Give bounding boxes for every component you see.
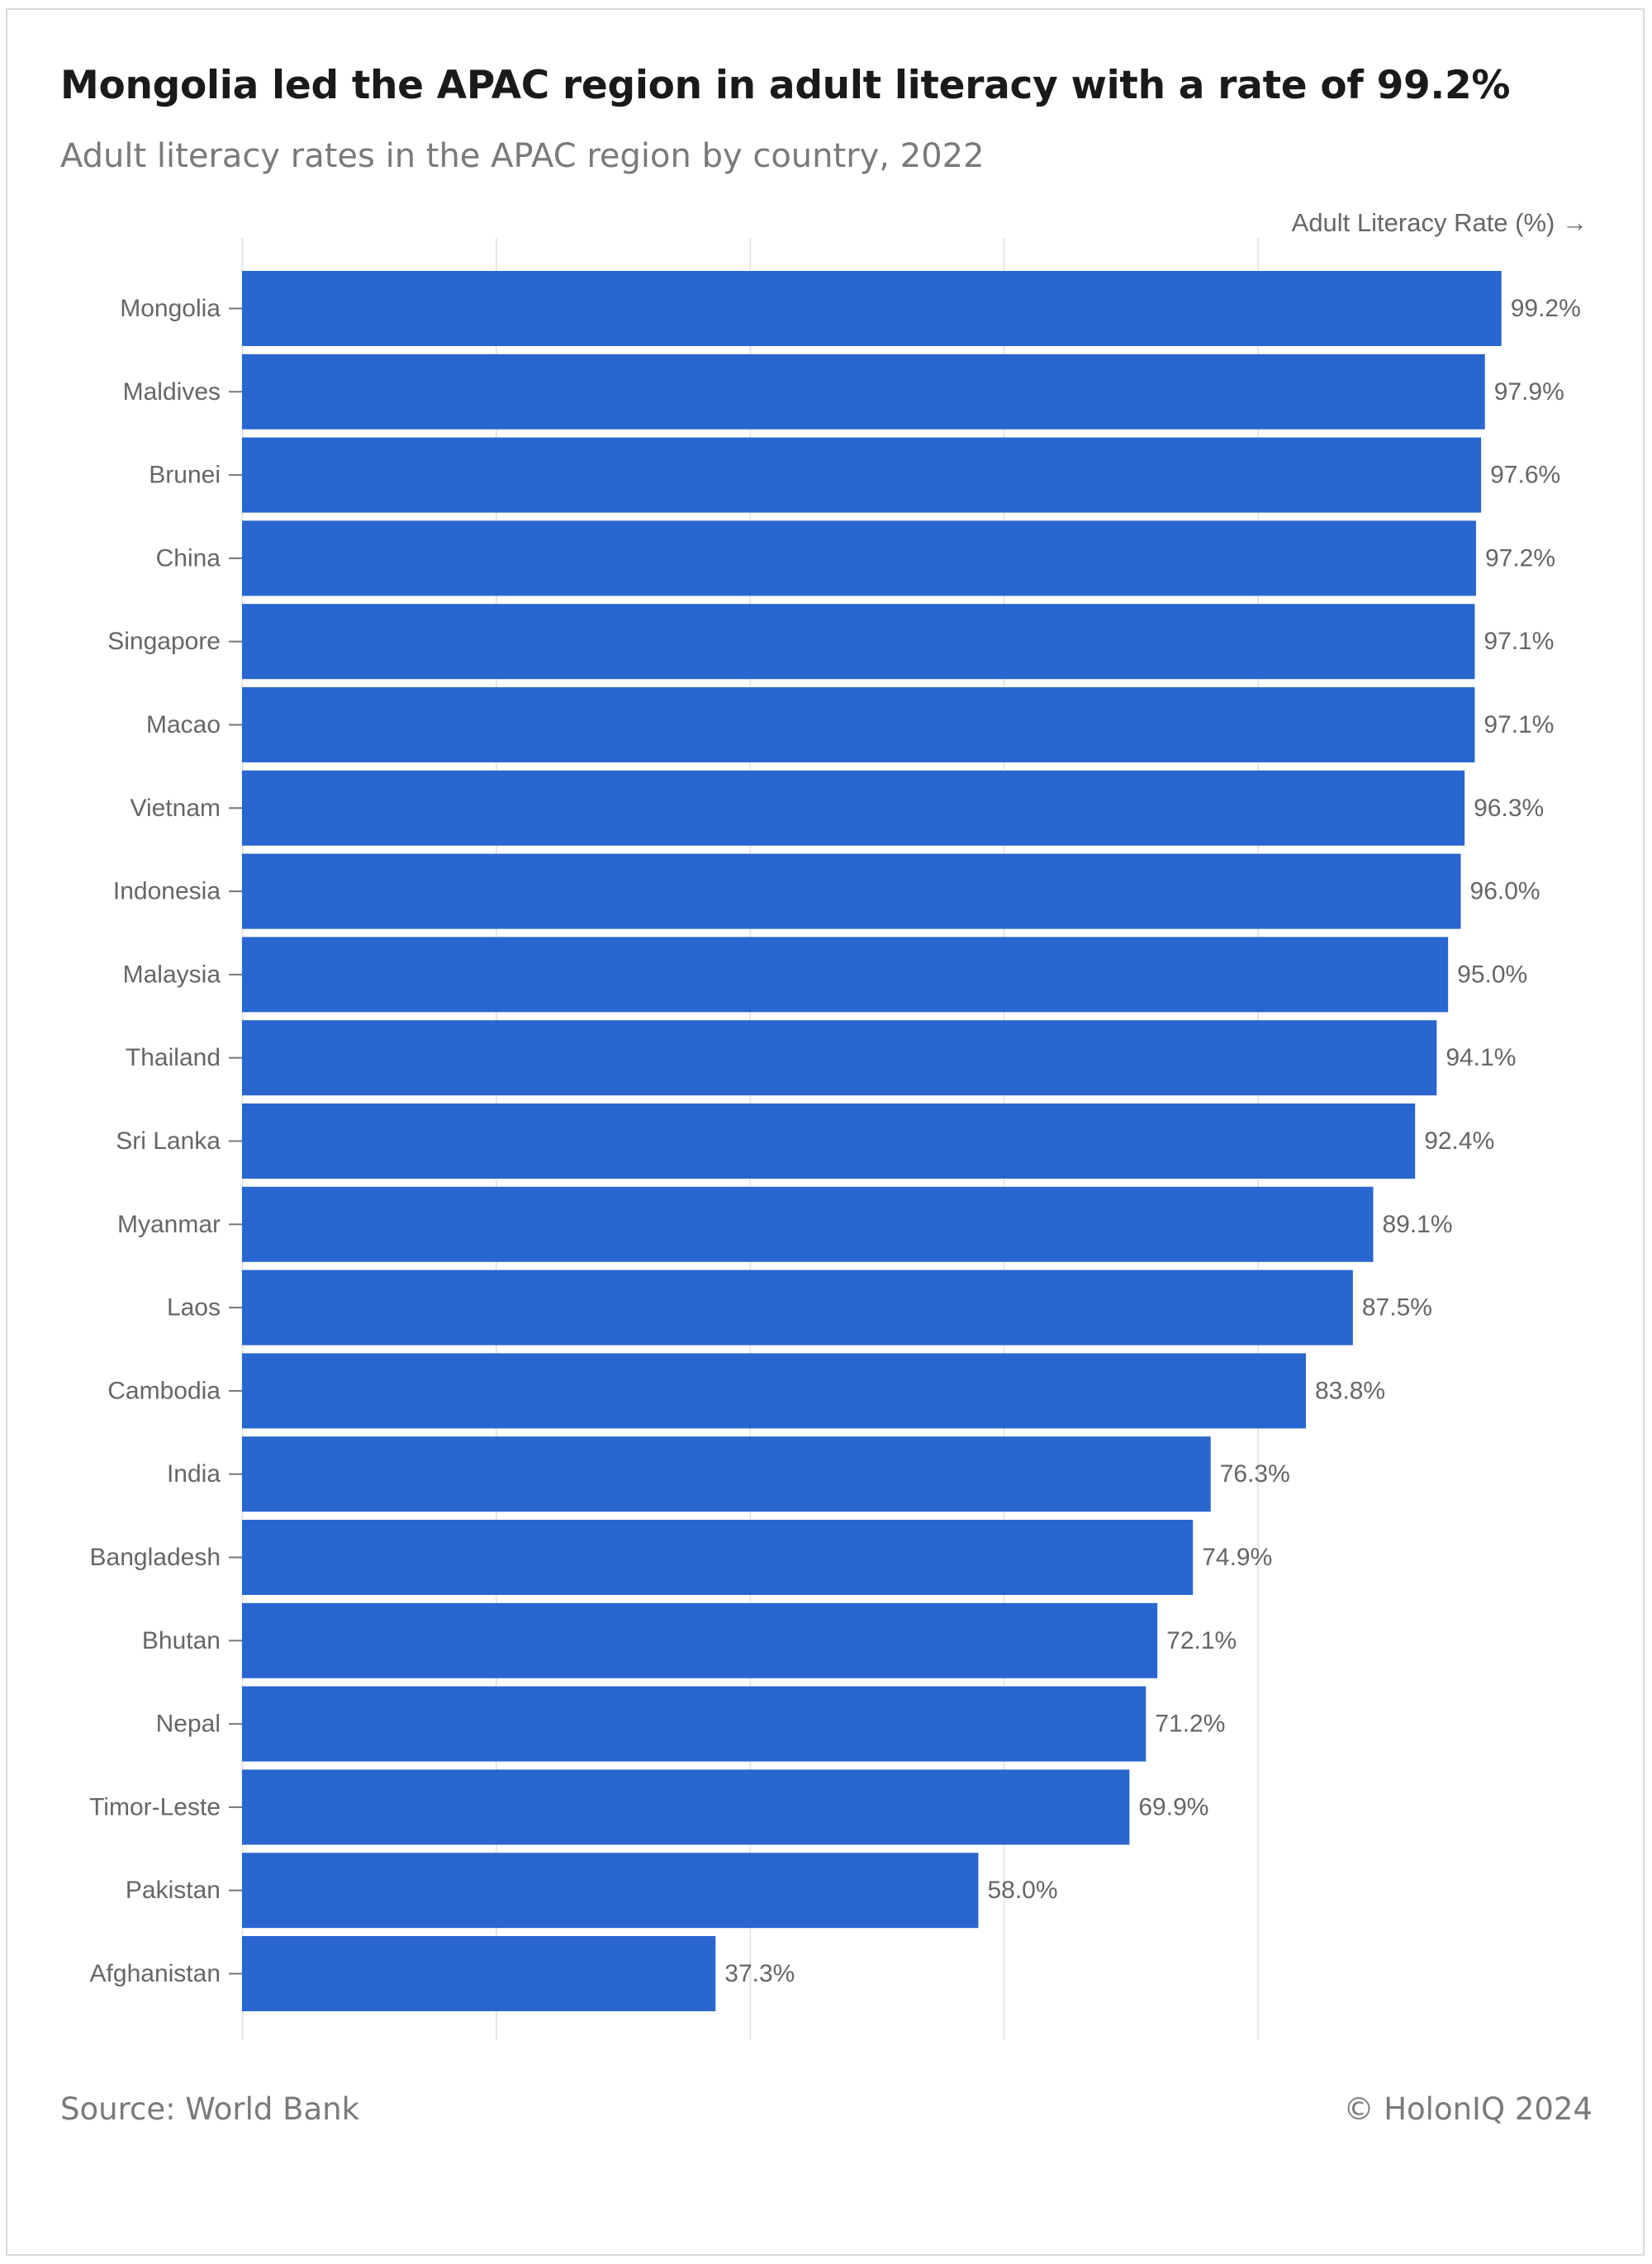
y-tick-label: Sri Lanka <box>116 1127 221 1155</box>
bar <box>242 1769 1130 1845</box>
bar <box>242 437 1482 513</box>
bar <box>242 1520 1194 1595</box>
y-tick-label: Pakistan <box>126 1877 221 1904</box>
y-tick-label: Mongolia <box>120 295 221 322</box>
data-label: 95.0% <box>1457 961 1527 988</box>
bar <box>242 937 1449 1013</box>
data-label: 76.3% <box>1220 1460 1290 1488</box>
copyright-note: © HolonIQ 2024 <box>1343 2091 1593 2127</box>
y-tick-label: Brunei <box>149 462 221 489</box>
data-label: 97.6% <box>1490 462 1560 489</box>
data-label: 69.9% <box>1138 1793 1208 1820</box>
bar <box>242 1353 1307 1429</box>
bar <box>242 1270 1353 1346</box>
data-label: 97.1% <box>1483 628 1554 655</box>
bar <box>242 1602 1158 1678</box>
bar <box>242 770 1465 846</box>
y-tick-label: Indonesia <box>113 878 221 905</box>
bar <box>242 1104 1416 1179</box>
y-tick-label: Thailand <box>126 1044 221 1071</box>
source-note: Source: World Bank <box>60 2091 360 2127</box>
x-axis-title: Adult Literacy Rate (%) → <box>1291 208 1588 237</box>
y-tick-label: Maldives <box>123 378 221 406</box>
data-label: 96.0% <box>1470 878 1540 905</box>
data-label: 37.3% <box>724 1960 795 1987</box>
data-label: 71.2% <box>1155 1711 1225 1738</box>
page-subtitle: Adult literacy rates in the APAC region … <box>60 137 985 175</box>
y-tick-label: Timor-Leste <box>89 1793 221 1820</box>
bar <box>242 354 1485 430</box>
y-tick-label: Laos <box>167 1294 221 1322</box>
bar <box>242 1436 1211 1512</box>
data-label: 97.1% <box>1483 711 1554 738</box>
bar <box>242 1686 1146 1762</box>
y-tick-label: India <box>167 1460 221 1488</box>
data-label: 72.1% <box>1166 1627 1237 1654</box>
data-label: 58.0% <box>987 1877 1057 1904</box>
page-title: Mongolia led the APAC region in adult li… <box>60 63 1511 108</box>
y-tick-label: Nepal <box>156 1711 221 1738</box>
data-label: 74.9% <box>1202 1544 1272 1571</box>
bar <box>242 604 1475 680</box>
data-label: 96.3% <box>1474 795 1544 822</box>
bar <box>242 853 1461 929</box>
data-label: 94.1% <box>1446 1044 1516 1071</box>
data-label: 92.4% <box>1424 1127 1494 1155</box>
y-tick-label: Bangladesh <box>90 1544 221 1571</box>
bar <box>242 520 1476 596</box>
y-tick-label: Bhutan <box>142 1627 221 1654</box>
y-tick-label: Singapore <box>107 628 221 655</box>
data-label: 99.2% <box>1511 295 1581 322</box>
y-tick-label: Myanmar <box>117 1211 221 1238</box>
y-tick-label: Cambodia <box>107 1377 221 1404</box>
data-label: 87.5% <box>1362 1294 1432 1322</box>
data-label: 83.8% <box>1315 1377 1385 1404</box>
bar <box>242 271 1502 346</box>
bar <box>242 687 1475 762</box>
bar <box>242 1853 979 1929</box>
data-label: 97.9% <box>1494 378 1564 406</box>
data-label: 97.2% <box>1485 544 1555 572</box>
bar <box>242 1020 1437 1096</box>
bar <box>242 1186 1374 1262</box>
y-tick-label: Macao <box>146 711 221 738</box>
data-label: 89.1% <box>1382 1211 1452 1238</box>
y-tick-label: China <box>156 544 221 572</box>
y-tick-label: Vietnam <box>130 795 221 822</box>
bar <box>242 1936 716 2011</box>
y-tick-label: Malaysia <box>123 961 221 988</box>
y-tick-label: Afghanistan <box>90 1960 221 1987</box>
